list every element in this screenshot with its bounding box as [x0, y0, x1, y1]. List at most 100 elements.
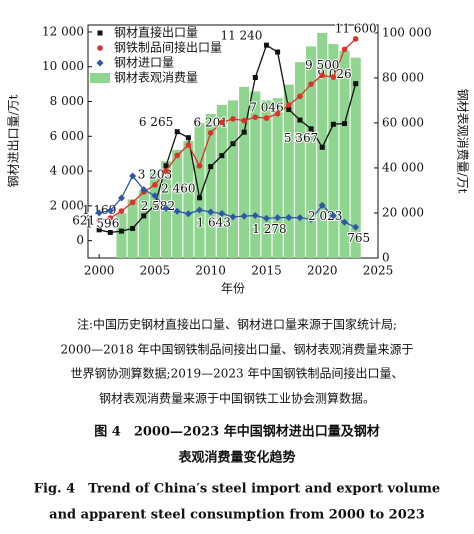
marker: [275, 49, 281, 55]
marker: [130, 225, 136, 231]
y2-tick-label: 0: [382, 251, 390, 265]
bar: [350, 57, 361, 258]
bar: [250, 91, 261, 258]
marker: [152, 202, 158, 208]
marker: [140, 186, 148, 194]
y2-tick-label: 40 000: [382, 160, 424, 174]
marker: [96, 227, 102, 233]
legend-swatch: [90, 73, 110, 83]
bar: [194, 122, 205, 258]
line: [99, 174, 356, 228]
marker: [107, 229, 113, 235]
y2-tick-label: 80 000: [382, 70, 424, 84]
data-label: 6 265: [139, 115, 173, 129]
marker: [184, 210, 192, 218]
marker: [263, 115, 270, 121]
legend-marker: [97, 45, 103, 51]
x-tick-label: 2025: [363, 264, 394, 278]
legend-label: 钢材表观消费量: [114, 71, 198, 85]
marker: [163, 163, 169, 169]
y-tick-label: 4 000: [50, 164, 84, 178]
data-label: 1 596: [85, 216, 119, 230]
marker: [297, 117, 303, 123]
marker: [319, 72, 326, 79]
marker: [352, 223, 360, 231]
marker: [152, 182, 158, 188]
note-line: 钢材表观消费量来源于中国钢铁工业协会测算数据。: [99, 391, 375, 406]
bar: [116, 212, 127, 258]
y-tick-label: 6 000: [50, 129, 84, 143]
y2-axis-label: 钢材表观消费量/万t: [456, 89, 470, 194]
marker: [207, 208, 215, 216]
marker: [218, 210, 226, 218]
data-label: 11 240: [220, 29, 262, 43]
caption-cn: 图 4 2000—2023 年中国钢材进出口量及钢材: [94, 424, 379, 440]
marker: [185, 142, 192, 148]
bar: [138, 190, 149, 258]
marker: [307, 215, 315, 223]
x-axis-label: 年份: [221, 282, 245, 296]
marker: [162, 204, 170, 212]
y2-tick-label: 100 000: [382, 25, 432, 39]
bar: [205, 113, 216, 259]
marker: [117, 194, 125, 202]
marker: [197, 195, 203, 201]
y-axis-label: 钢材进出口量/万t: [7, 94, 21, 187]
x-tick-label: 2020: [307, 264, 338, 278]
y-tick-label: 10 000: [42, 59, 84, 73]
caption-en: and apparent steel consumption from 2000…: [49, 508, 425, 523]
bar: [216, 104, 227, 258]
x-tick-label: 2010: [195, 264, 226, 278]
legend-label: 钢铁制品间接出口量: [114, 40, 222, 55]
data-label: 7 046: [249, 101, 283, 115]
marker: [240, 212, 248, 220]
marker: [118, 228, 124, 234]
data-label: 11 600: [335, 21, 377, 35]
data-label: 2 582: [141, 199, 175, 213]
marker: [353, 81, 359, 87]
y2-tick-label: 60 000: [382, 115, 424, 129]
marker: [151, 192, 159, 200]
x-tick-label: 2015: [251, 264, 282, 278]
note-line: 注:中国历史钢材直接出口量、钢材进口量来源于国家统计局;: [77, 317, 397, 332]
marker: [163, 168, 169, 174]
legend-label: 钢材直接出口量: [114, 25, 198, 40]
data-label: 621: [72, 213, 95, 227]
marker: [341, 218, 349, 226]
marker: [286, 106, 292, 112]
bar: [294, 62, 305, 258]
marker: [129, 199, 136, 206]
marker: [252, 75, 258, 81]
note-line: 2000—2018 年中国钢铁制品间接出口量、钢材表观消费量来源于: [61, 342, 414, 357]
marker: [341, 46, 348, 53]
marker: [208, 164, 214, 170]
bar: [306, 46, 317, 258]
legend-marker: [96, 59, 104, 67]
bar: [283, 84, 294, 258]
marker: [229, 213, 237, 221]
note-line: 世界钢协测算数据;2019—2023 年中国钢铁制品间接出口量、: [71, 366, 404, 381]
marker: [230, 116, 236, 122]
marker: [274, 214, 282, 222]
marker: [118, 208, 125, 214]
marker: [196, 206, 204, 214]
bar: [149, 172, 160, 258]
y-tick-label: 8 000: [50, 94, 84, 108]
y-tick-label: 0: [76, 233, 84, 247]
bar: [239, 86, 250, 259]
x-tick-label: 2005: [140, 264, 171, 278]
bar: [227, 100, 239, 258]
bar: [183, 140, 194, 258]
marker: [106, 207, 114, 215]
marker: [96, 217, 102, 224]
bar: [328, 44, 339, 258]
marker: [252, 114, 259, 120]
marker: [174, 129, 180, 135]
marker: [285, 213, 293, 221]
data-label: 5 367: [284, 131, 318, 145]
x-tick-label: 2000: [84, 264, 115, 278]
marker: [107, 215, 114, 221]
marker: [207, 129, 214, 136]
